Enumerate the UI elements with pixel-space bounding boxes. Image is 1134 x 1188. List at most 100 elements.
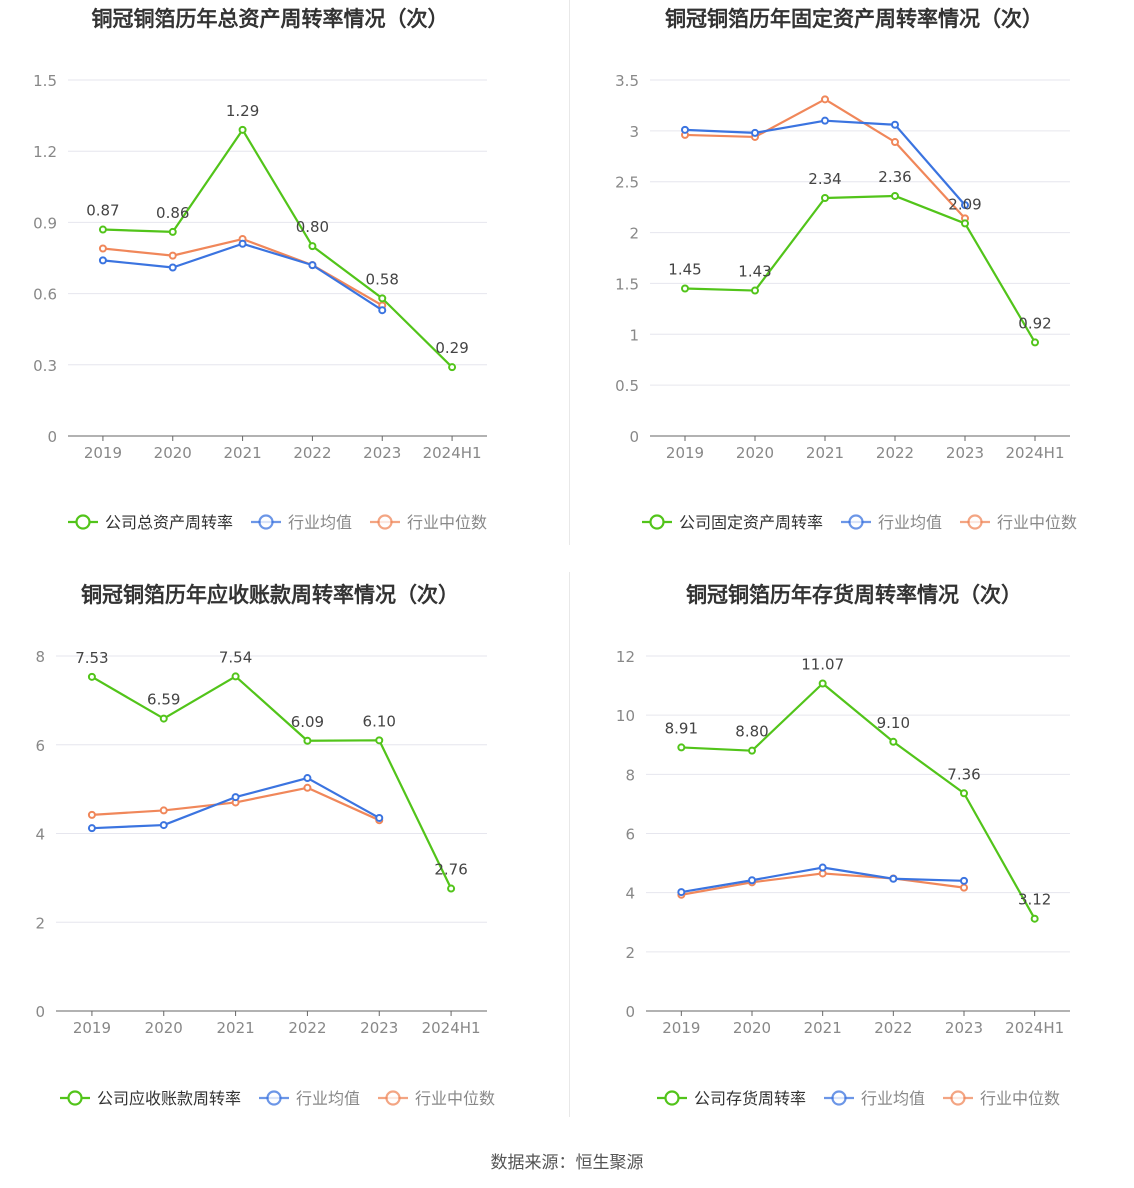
legend-label-avg: 行业均值 <box>288 513 352 532</box>
data-label: 2.09 <box>948 195 981 213</box>
x-tick-label: 2019 <box>662 1019 700 1037</box>
x-tick-label: 2019 <box>73 1019 111 1037</box>
data-point-company <box>1031 338 1039 347</box>
chart-panel-inventory: 铜冠铜箔历年存货周转率情况（次） 0 2 4 6 8 10 12 2019 2020 2021 202… <box>567 576 1134 1152</box>
data-point-median <box>960 883 968 892</box>
x-tick-label: 2021 <box>216 1019 254 1037</box>
legend-label-median: 行业中位数 <box>997 513 1077 532</box>
data-point-avg <box>961 201 969 210</box>
data-point-avg <box>821 116 829 125</box>
data-label: 3.12 <box>1018 891 1051 909</box>
legend-marker-avg <box>848 514 864 530</box>
data-point-avg <box>677 888 686 897</box>
y-tick-label: 2.5 <box>615 174 639 192</box>
series-line-company <box>684 194 1036 343</box>
x-tick-label: 2020 <box>733 1019 771 1037</box>
chart-panel-fixed-assets: 铜冠铜箔历年固定资产周转率情况（次） 0 0.5 1 1.5 2 2.5 3 3.5 2019 20… <box>567 0 1134 576</box>
data-label: 9.10 <box>877 714 910 732</box>
y-tick-label: 2 <box>35 914 45 932</box>
chart-inventory: 铜冠铜箔历年存货周转率情况（次） 0 2 4 6 8 10 12 2019 2020 2021 202… <box>616 583 1070 1108</box>
legend-marker-company <box>649 514 665 530</box>
legend-label-company: 公司固定资产周转率 <box>679 513 823 532</box>
y-tick-label: 1.5 <box>615 275 639 293</box>
divider-bottom <box>569 572 570 1117</box>
y-tick-label: 0.6 <box>33 286 57 304</box>
data-point-company <box>303 736 312 745</box>
data-point-avg <box>889 874 898 883</box>
data-point-avg <box>681 125 689 134</box>
legend-label-median: 行业中位数 <box>407 513 487 532</box>
data-point-median <box>159 806 168 815</box>
legend-label-company: 公司总资产周转率 <box>105 513 233 532</box>
x-tick-label: 2023 <box>360 1019 398 1037</box>
data-point-avg <box>378 306 387 315</box>
x-tick-label: 2021 <box>806 444 844 462</box>
data-point-company <box>821 193 829 202</box>
data-point-median <box>821 95 829 104</box>
x-tick-label: 2022 <box>876 444 914 462</box>
y-tick-label: 4 <box>625 885 635 903</box>
data-point-avg <box>751 128 759 137</box>
data-point-avg <box>238 239 247 248</box>
data-label: 0.86 <box>156 204 189 222</box>
legend-marker-avg <box>258 514 274 530</box>
y-tick-label: 0 <box>629 428 639 446</box>
x-tick-label: 2024H1 <box>1006 444 1065 462</box>
data-point-company <box>889 737 898 746</box>
data-label: 2.34 <box>808 170 841 188</box>
series-line-company <box>681 682 1036 920</box>
chart-title: 铜冠铜箔历年总资产周转率情况（次） <box>92 7 449 31</box>
y-tick-label: 3 <box>629 123 639 141</box>
legend-label-median: 行业中位数 <box>980 1089 1060 1108</box>
x-tick-label: 2024H1 <box>423 444 482 462</box>
data-point-avg <box>375 813 384 822</box>
series-line-company <box>102 128 453 368</box>
legend-label-company: 公司应收账款周转率 <box>97 1089 241 1108</box>
data-point-median <box>98 244 107 253</box>
data-point-median <box>168 251 177 260</box>
series-line-avg <box>684 119 966 206</box>
legend-label-company: 公司存货周转率 <box>694 1089 806 1108</box>
y-tick-label: 0 <box>47 428 57 446</box>
data-point-company <box>238 125 247 134</box>
chart-panel-total-assets: 铜冠铜箔历年总资产周转率情况（次） 0 0.3 0.6 0.9 1.2 1.5 2019 202… <box>0 0 567 576</box>
x-tick-label: 2020 <box>736 444 774 462</box>
x-tick-label: 2023 <box>363 444 401 462</box>
data-point-avg <box>98 256 107 265</box>
chart-title: 铜冠铜箔历年应收账款周转率情况（次） <box>81 583 459 607</box>
x-tick-label: 2019 <box>84 444 122 462</box>
data-point-company <box>891 191 899 200</box>
data-point-company <box>378 294 387 303</box>
chart-fixed-assets: 铜冠铜箔历年固定资产周转率情况（次） 0 0.5 1 1.5 2 2.5 3 3.5 2019 20… <box>615 7 1077 532</box>
data-point-avg <box>308 261 317 270</box>
data-label: 0.29 <box>435 339 468 357</box>
legend-label-avg: 行业均值 <box>878 513 942 532</box>
chart-title: 铜冠铜箔历年固定资产周转率情况（次） <box>665 7 1043 31</box>
legend-marker-avg <box>266 1090 282 1106</box>
y-tick-label: 2 <box>625 944 635 962</box>
legend-marker-company <box>67 1090 83 1106</box>
y-tick-label: 6 <box>35 737 45 755</box>
data-point-avg <box>303 774 312 783</box>
data-label: 1.43 <box>738 263 771 281</box>
data-point-avg <box>87 824 96 833</box>
legend-marker-avg <box>831 1090 847 1106</box>
legend-marker-median <box>967 514 983 530</box>
data-point-avg <box>818 863 827 872</box>
data-point-company <box>961 219 969 228</box>
data-label: 6.59 <box>147 691 180 709</box>
legend-marker-company <box>75 514 91 530</box>
x-tick-label: 2024H1 <box>1005 1019 1064 1037</box>
data-label: 7.54 <box>219 648 252 666</box>
data-point-avg <box>748 876 756 885</box>
data-point-company <box>818 679 827 688</box>
data-label: 6.09 <box>291 713 324 731</box>
data-point-avg <box>159 821 168 830</box>
legend-marker-median <box>377 514 393 530</box>
chart-receivables: 铜冠铜箔历年应收账款周转率情况（次） 0 2 4 6 8 2019 2020 2021 2022 2… <box>35 583 495 1108</box>
y-tick-label: 0.9 <box>33 214 57 232</box>
data-point-median <box>87 810 96 819</box>
data-label: 2.36 <box>878 168 911 186</box>
legend-marker-company <box>664 1090 680 1106</box>
x-tick-label: 2022 <box>288 1019 326 1037</box>
